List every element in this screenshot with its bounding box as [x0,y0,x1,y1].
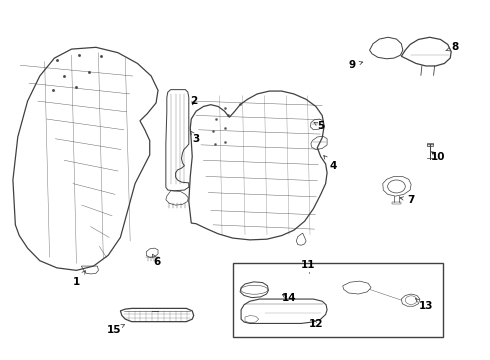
Text: 13: 13 [416,299,433,311]
Text: 8: 8 [446,42,459,52]
Text: 11: 11 [301,260,316,270]
Text: 7: 7 [400,195,415,205]
Text: 6: 6 [152,254,161,267]
Text: 5: 5 [314,121,324,131]
Text: 15: 15 [107,324,124,335]
Text: 14: 14 [282,293,296,303]
Text: 10: 10 [431,152,445,162]
Text: 1: 1 [73,271,85,287]
Text: 3: 3 [191,131,200,144]
Text: 4: 4 [324,156,337,171]
Text: 9: 9 [349,60,363,70]
Text: 12: 12 [309,319,323,329]
Bar [427,143,433,145]
Text: 2: 2 [190,96,197,106]
